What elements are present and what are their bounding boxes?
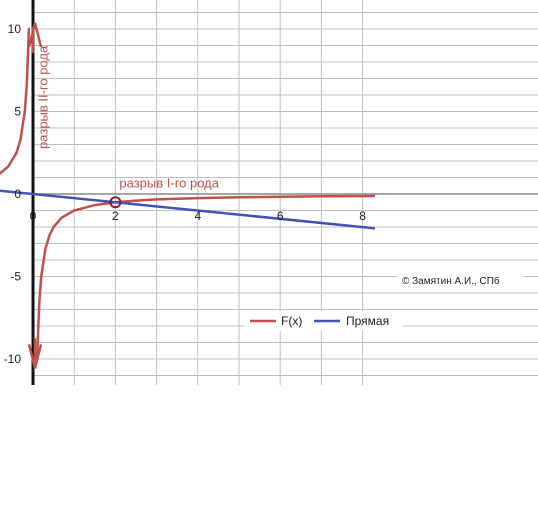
y-tick-label: -10 [4, 352, 22, 366]
asymptote-arrows [27, 22, 43, 369]
y-tick-label: 5 [14, 105, 21, 119]
x-tick-label: 6 [277, 209, 284, 223]
legend-label-line: Прямая [346, 314, 389, 328]
legend-label-fx: F(x) [281, 314, 302, 328]
x-tick-label: 8 [359, 209, 366, 223]
y-tick-label: 10 [8, 22, 22, 36]
legend: F(x) Прямая [244, 311, 402, 331]
hollow-point-marker [109, 196, 122, 209]
copyright-text: © Замятин А.И., СПб [402, 275, 500, 287]
x-tick-label: 4 [194, 209, 201, 223]
series-fx-line [0, 27, 31, 175]
arrow-down-icon [27, 343, 43, 369]
annotation-discontinuity-2nd-kind: разрыв II-го рода [35, 45, 50, 149]
x-tick-label: 2 [112, 209, 119, 223]
y-tick-label: -5 [10, 270, 21, 284]
series-straight-line [0, 189, 376, 230]
copyright-box: © Замятин А.И., СПб [398, 273, 524, 289]
annotation-discontinuity-1st-kind: разрыв I-го рода [119, 175, 219, 190]
series-fx-line [35, 194, 376, 360]
arrow-up-icon [27, 22, 43, 48]
y-tick-label: 0 [14, 187, 21, 201]
x-tick-label: 0 [30, 209, 37, 223]
series-layer [0, 27, 376, 360]
